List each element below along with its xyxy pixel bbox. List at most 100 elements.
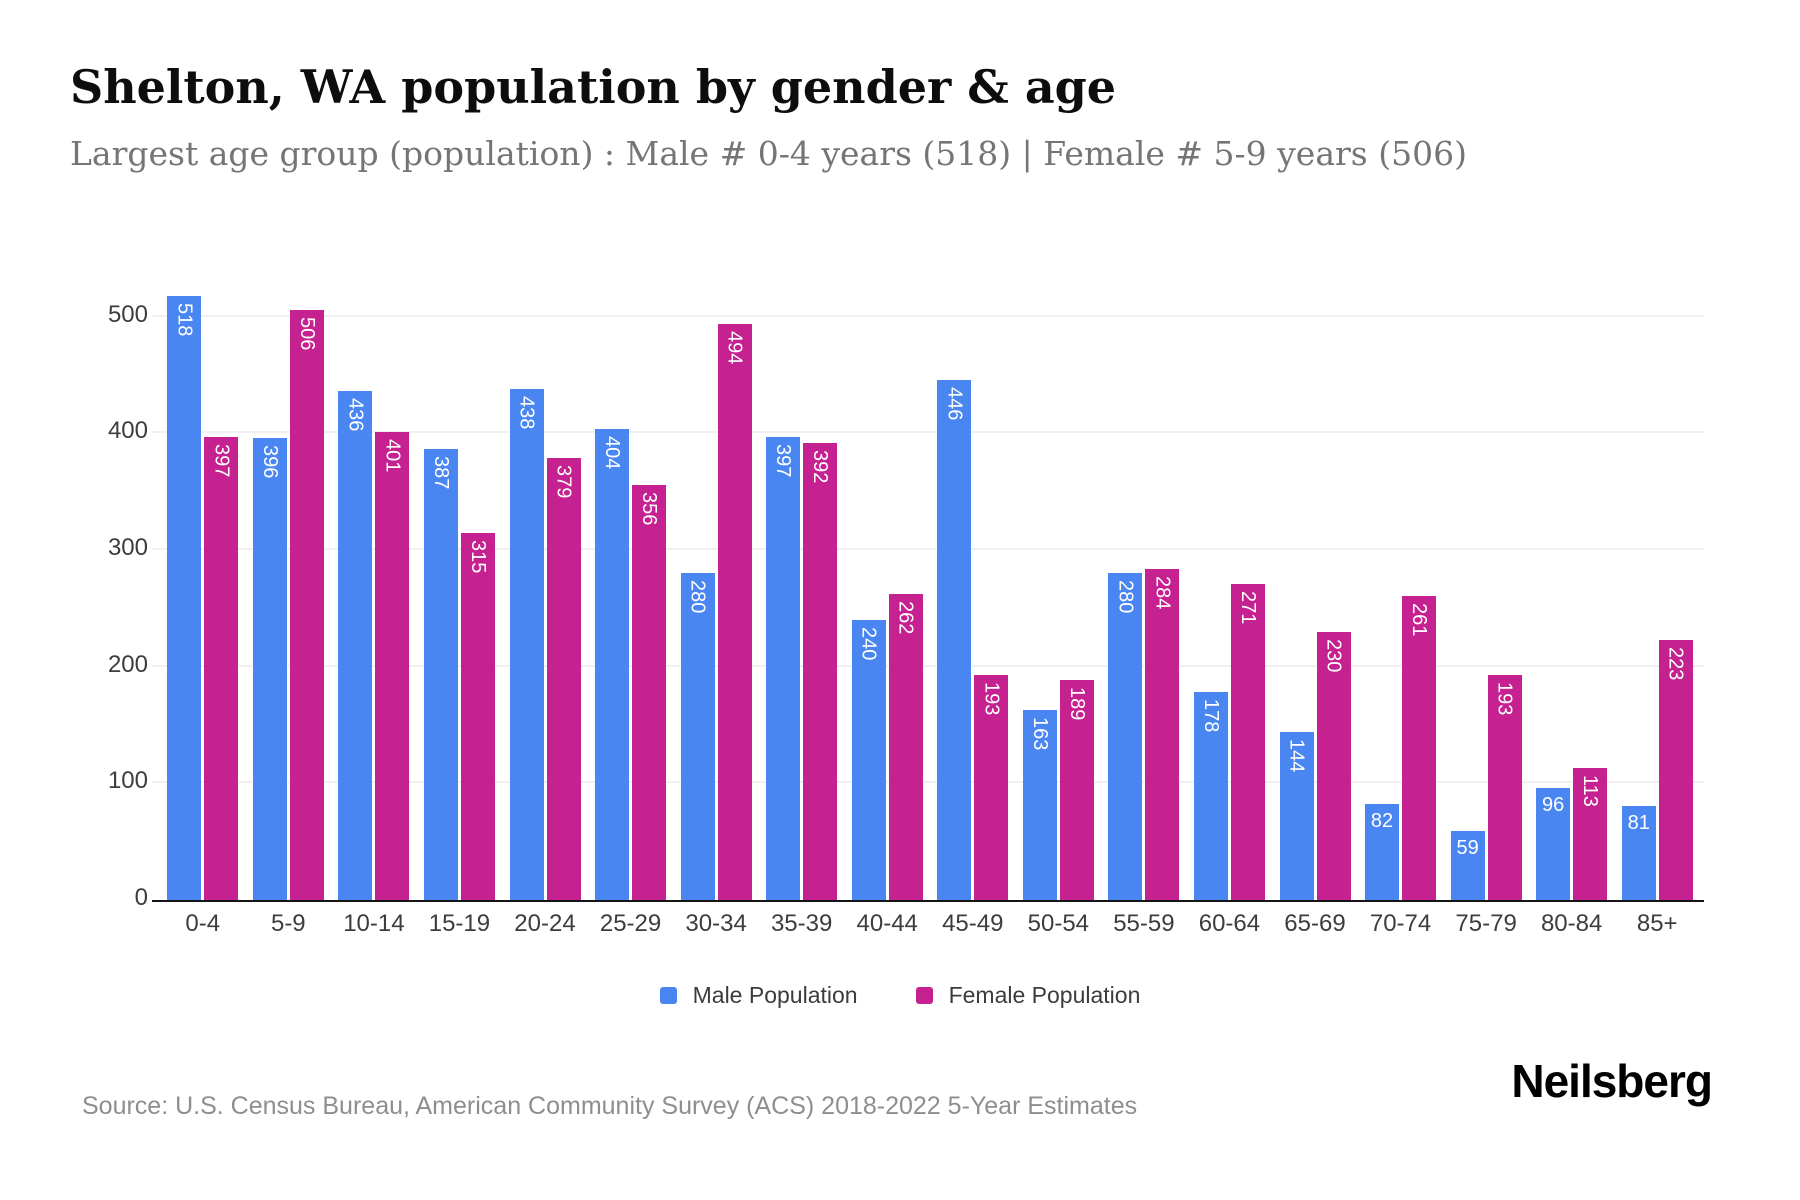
x-tick-label: 75-79 bbox=[1455, 910, 1517, 937]
bar-value-label: 397 bbox=[772, 443, 795, 478]
bar-female-75-79[interactable]: 193 bbox=[1487, 674, 1522, 900]
gridline bbox=[152, 664, 1704, 667]
bar-male-60-64[interactable]: 178 bbox=[1193, 692, 1228, 900]
bar-male-55-59[interactable]: 280 bbox=[1108, 573, 1143, 900]
bar-female-65-69[interactable]: 230 bbox=[1316, 631, 1351, 900]
bar-female-35-39[interactable]: 392 bbox=[803, 442, 838, 900]
bar-female-85+[interactable]: 223 bbox=[1658, 639, 1693, 900]
bar-male-80-84[interactable]: 96 bbox=[1536, 788, 1571, 900]
chart-subtitle: Largest age group (population) : Male # … bbox=[70, 134, 1467, 173]
bar-female-55-59[interactable]: 284 bbox=[1145, 568, 1180, 900]
bar-male-0-4[interactable]: 518 bbox=[167, 295, 202, 900]
bar-value-label: 401 bbox=[381, 439, 404, 473]
bar-female-25-29[interactable]: 356 bbox=[632, 484, 667, 900]
bar-female-60-64[interactable]: 271 bbox=[1230, 583, 1265, 900]
bar-value-label: 240 bbox=[857, 627, 880, 661]
x-tick-label: 80-84 bbox=[1540, 910, 1603, 937]
x-tick-label: 85+ bbox=[1636, 910, 1678, 937]
bar-female-50-54[interactable]: 189 bbox=[1059, 679, 1094, 900]
bar-value-label: 315 bbox=[466, 539, 489, 573]
bar-female-40-44[interactable]: 262 bbox=[888, 594, 923, 900]
bar-male-85+[interactable]: 81 bbox=[1621, 805, 1656, 900]
x-tick-label: 45-49 bbox=[942, 910, 1004, 937]
bar-value-label: 280 bbox=[686, 580, 709, 614]
chart-title: Shelton, WA population by gender & age bbox=[70, 60, 1117, 114]
bar-value-label: 518 bbox=[173, 302, 196, 337]
bar-female-5-9[interactable]: 506 bbox=[289, 309, 324, 900]
y-axis: 0 100 200 300 400 500 bbox=[58, 270, 148, 909]
bar-value-label: 506 bbox=[295, 316, 318, 351]
bar-female-70-74[interactable]: 261 bbox=[1402, 595, 1437, 900]
legend-swatch-icon bbox=[915, 987, 933, 1004]
bar-value-label: 387 bbox=[429, 455, 452, 489]
legend-item-female[interactable]: Female Population bbox=[915, 982, 1140, 1009]
legend-item-male[interactable]: Male Population bbox=[659, 982, 858, 1009]
bar-male-50-54[interactable]: 163 bbox=[1022, 709, 1057, 900]
bar-female-15-19[interactable]: 315 bbox=[460, 532, 495, 900]
bar-female-45-49[interactable]: 193 bbox=[974, 674, 1009, 900]
bar-value-label: 379 bbox=[552, 464, 575, 499]
bar-value-label: 193 bbox=[1493, 681, 1516, 716]
bar-value-label: 356 bbox=[638, 491, 661, 526]
y-tick-label: 400 bbox=[107, 417, 148, 445]
bar-male-40-44[interactable]: 240 bbox=[851, 620, 886, 900]
x-tick-label: 55-59 bbox=[1113, 910, 1175, 937]
bar-value-label: 284 bbox=[1151, 575, 1174, 610]
bar-female-80-84[interactable]: 113 bbox=[1573, 768, 1608, 900]
bar-male-70-74[interactable]: 82 bbox=[1365, 804, 1400, 900]
bar-value-label: 59 bbox=[1456, 837, 1479, 860]
source-note: Source: U.S. Census Bureau, American Com… bbox=[82, 1092, 1138, 1120]
y-tick-label: 100 bbox=[107, 767, 148, 795]
gridline bbox=[152, 548, 1704, 550]
bar-male-10-14[interactable]: 436 bbox=[338, 391, 373, 900]
bar-male-20-24[interactable]: 438 bbox=[509, 389, 544, 900]
x-tick-label: 65-69 bbox=[1284, 910, 1346, 937]
bar-female-10-14[interactable]: 401 bbox=[375, 432, 410, 900]
bar-male-15-19[interactable]: 387 bbox=[423, 448, 458, 900]
x-tick-label: 40-44 bbox=[856, 910, 918, 937]
x-tick-label: 35-39 bbox=[770, 910, 833, 937]
bar-female-20-24[interactable]: 379 bbox=[546, 457, 581, 900]
bar-value-label: 396 bbox=[258, 445, 281, 479]
bar-value-label: 438 bbox=[515, 396, 538, 430]
bar-female-0-4[interactable]: 397 bbox=[204, 436, 239, 900]
bar-value-label: 436 bbox=[344, 398, 367, 432]
bar-value-label: 96 bbox=[1542, 794, 1565, 816]
bar-male-45-49[interactable]: 446 bbox=[937, 379, 972, 900]
gridline bbox=[152, 781, 1704, 784]
bar-male-75-79[interactable]: 59 bbox=[1450, 831, 1485, 900]
bar-male-30-34[interactable]: 280 bbox=[680, 573, 715, 900]
x-tick-label: 50-54 bbox=[1027, 910, 1090, 937]
bar-female-30-34[interactable]: 494 bbox=[717, 323, 752, 900]
y-tick-label: 0 bbox=[134, 884, 148, 911]
x-tick-label: 70-74 bbox=[1369, 910, 1432, 937]
bar-male-35-39[interactable]: 397 bbox=[766, 436, 801, 900]
bar-value-label: 404 bbox=[601, 435, 624, 470]
bar-value-label: 261 bbox=[1408, 602, 1431, 636]
x-tick-label: 0-4 bbox=[185, 910, 221, 937]
brand-logo: Neilsberg bbox=[1511, 1055, 1713, 1107]
bar-male-65-69[interactable]: 144 bbox=[1279, 732, 1314, 900]
x-axis-line bbox=[152, 900, 1704, 902]
bar-value-label: 230 bbox=[1322, 638, 1345, 673]
y-tick-label: 200 bbox=[107, 650, 148, 678]
bar-value-label: 81 bbox=[1627, 811, 1650, 834]
bar-value-label: 262 bbox=[894, 601, 917, 635]
bar-value-label: 178 bbox=[1199, 699, 1222, 733]
legend-swatch-icon bbox=[659, 987, 677, 1004]
bar-value-label: 163 bbox=[1028, 716, 1051, 751]
x-tick-label: 5-9 bbox=[270, 910, 306, 937]
bar-value-label: 397 bbox=[210, 443, 233, 478]
bar-male-25-29[interactable]: 404 bbox=[595, 428, 630, 900]
legend: Male Population Female Population bbox=[0, 982, 1800, 1009]
gridline bbox=[152, 314, 1704, 317]
x-tick-label: 30-34 bbox=[685, 910, 747, 937]
bar-value-label: 189 bbox=[1065, 686, 1088, 720]
x-tick-label: 10-14 bbox=[343, 910, 405, 937]
bar-male-5-9[interactable]: 396 bbox=[252, 438, 287, 900]
bar-value-label: 113 bbox=[1579, 775, 1602, 808]
y-tick-label: 300 bbox=[107, 534, 148, 561]
bar-value-label: 446 bbox=[943, 386, 966, 421]
x-tick-label: 60-64 bbox=[1198, 910, 1261, 937]
